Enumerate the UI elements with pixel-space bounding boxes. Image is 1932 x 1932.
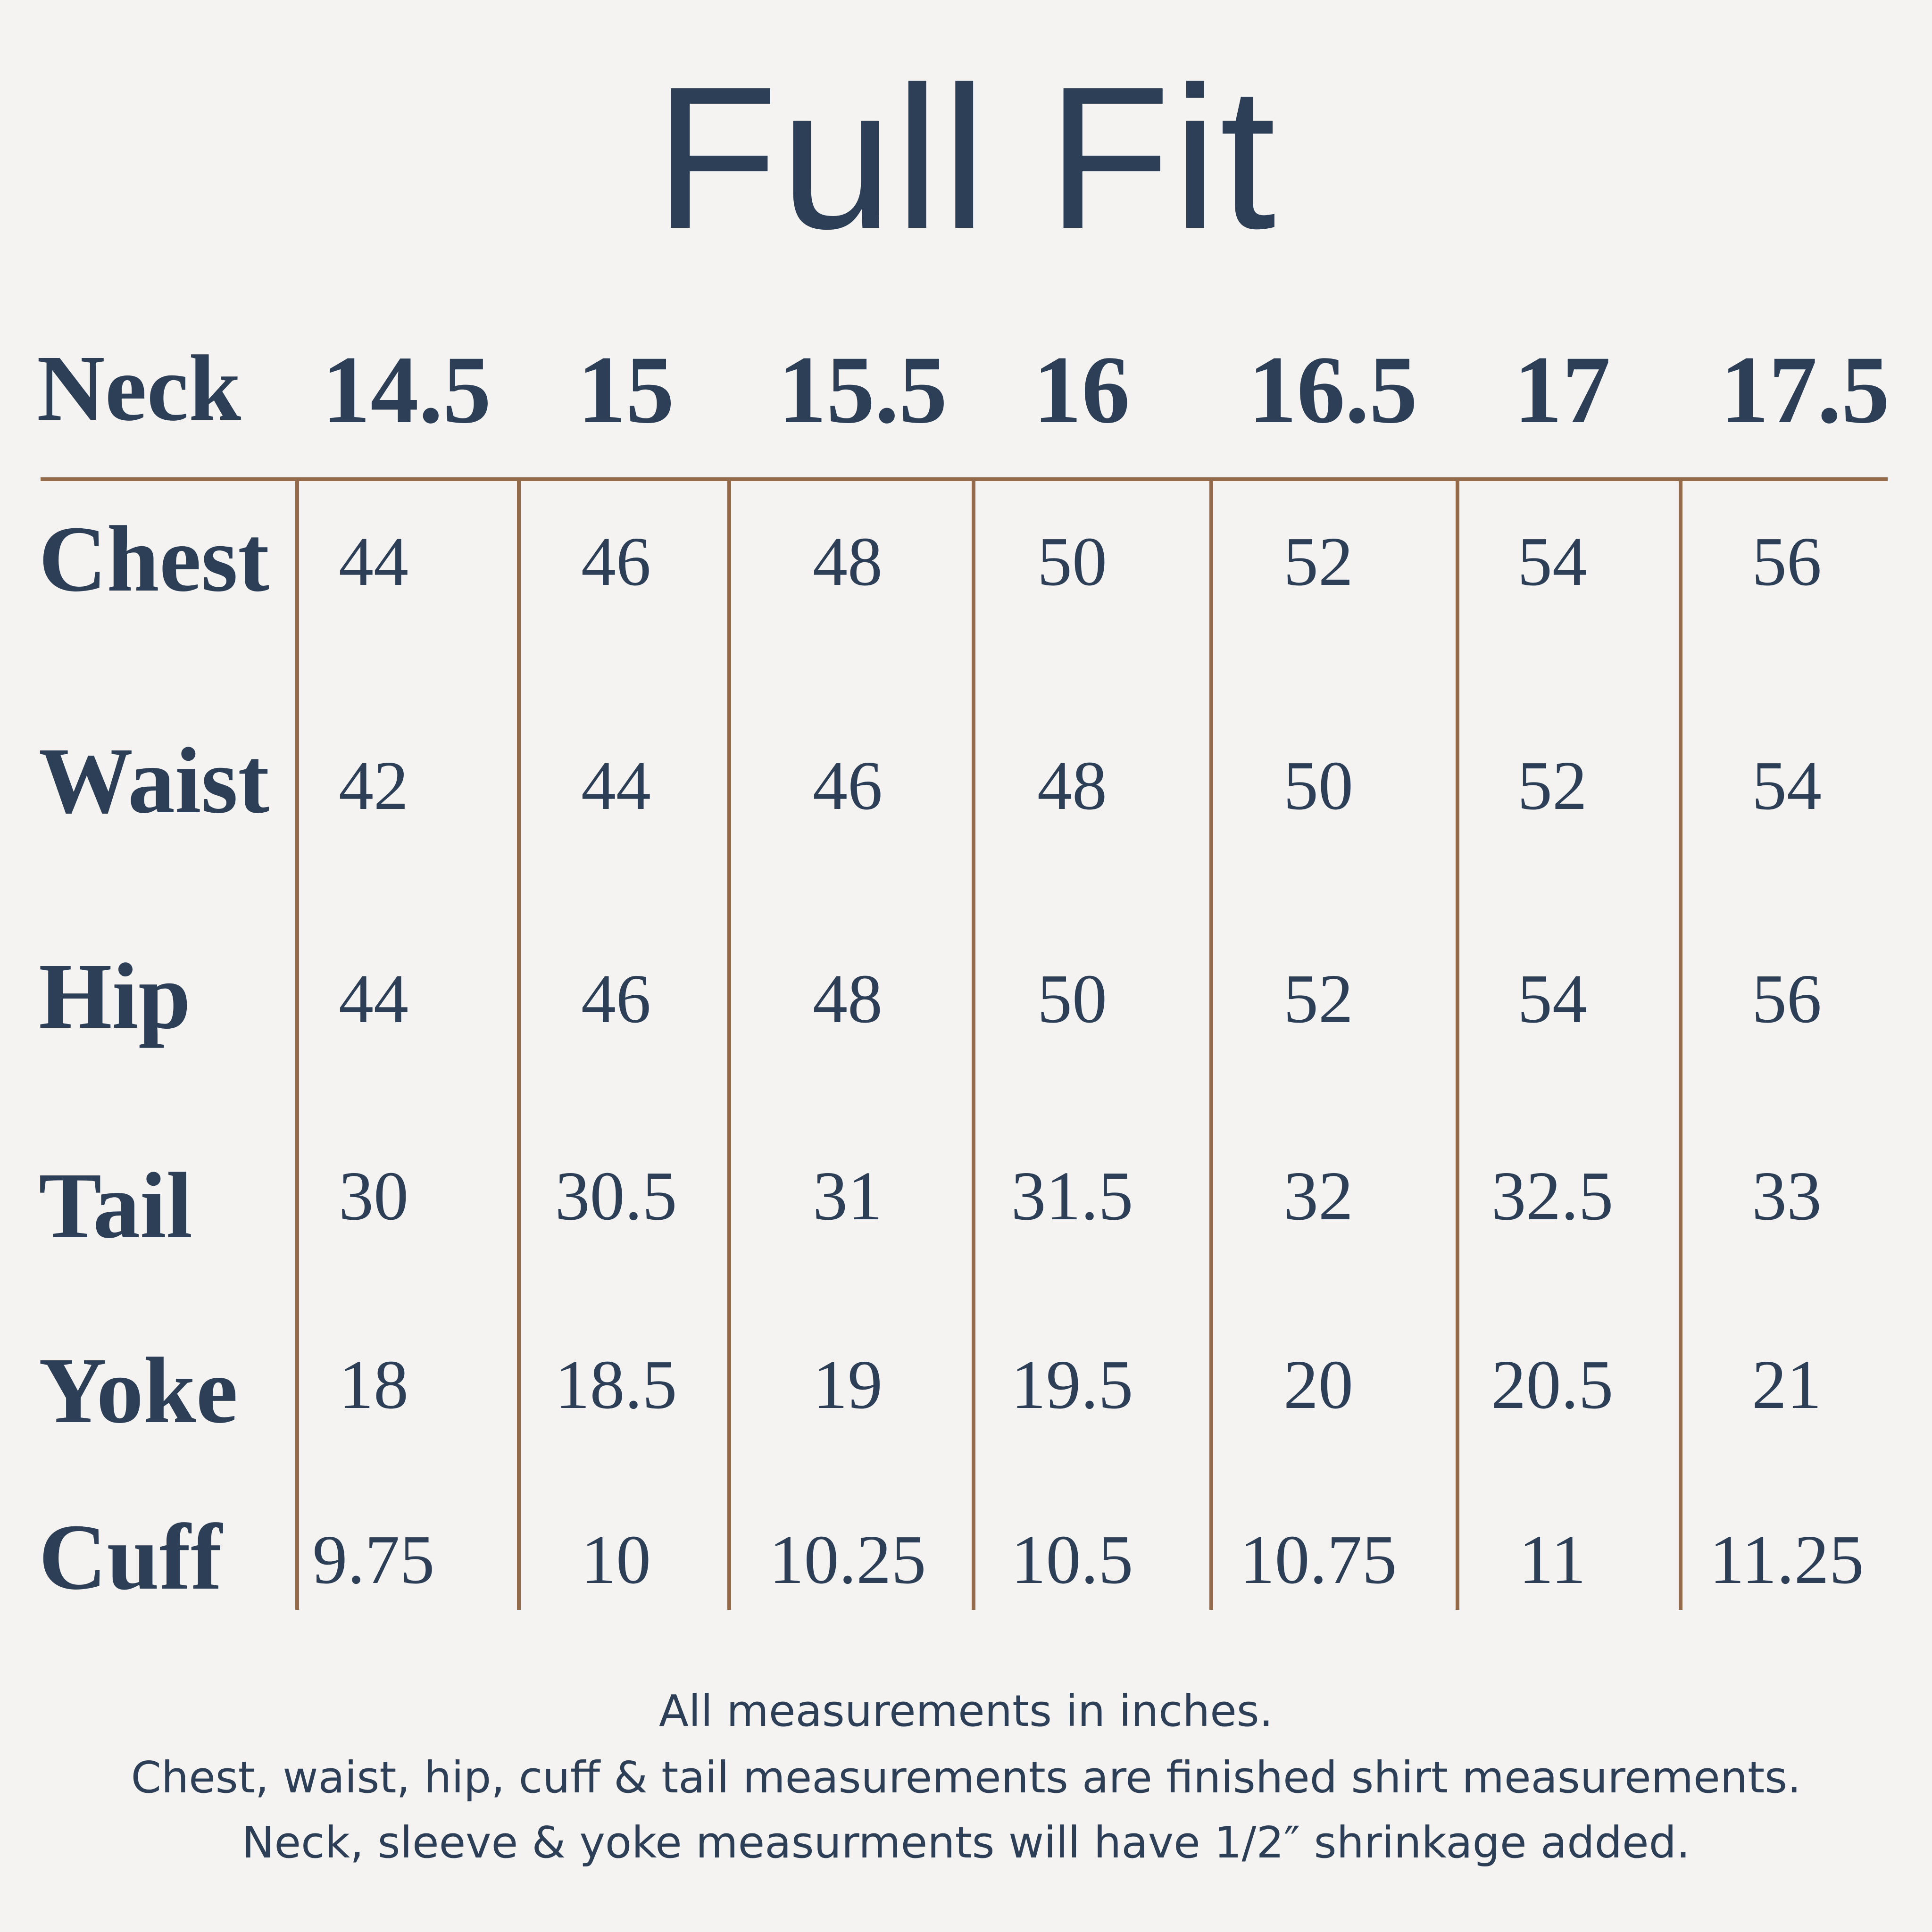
table-cell: 18 — [339, 1346, 408, 1424]
neck-size-header: 16 — [1033, 336, 1130, 443]
neck-size-header: 16.5 — [1248, 336, 1418, 443]
table-cell: 21 — [1752, 1346, 1822, 1424]
neck-size-header: 17 — [1514, 336, 1611, 443]
footnote-line: Neck, sleeve & yoke measurments will hav… — [242, 1817, 1690, 1868]
row-label-hip: Hip — [39, 944, 191, 1049]
neck-header-label: Neck — [37, 336, 242, 441]
row-label-yoke: Yoke — [39, 1339, 238, 1443]
table-cell: 9.75 — [312, 1521, 435, 1599]
table-cell: 54 — [1517, 523, 1587, 600]
table-cell: 10.5 — [1011, 1521, 1133, 1599]
footnote-line: Chest, waist, hip, cuff & tail measureme… — [131, 1752, 1801, 1803]
column-divider — [1679, 480, 1682, 1610]
footnote-line: All measurements in inches. — [659, 1686, 1273, 1737]
table-cell: 50 — [1283, 747, 1353, 824]
table-cell: 48 — [1037, 747, 1107, 824]
column-divider — [517, 480, 521, 1610]
table-cell: 11 — [1518, 1521, 1586, 1599]
table-cell: 46 — [581, 523, 651, 600]
table-cell: 46 — [581, 960, 651, 1038]
table-cell: 32.5 — [1491, 1157, 1614, 1235]
table-cell: 33 — [1752, 1157, 1822, 1235]
table-cell: 56 — [1752, 960, 1822, 1038]
table-cell: 48 — [813, 960, 883, 1038]
column-divider — [1456, 480, 1459, 1610]
table-cell: 19 — [813, 1346, 883, 1424]
neck-size-header: 15.5 — [778, 336, 948, 443]
table-cell: 20 — [1283, 1346, 1353, 1424]
table-cell: 48 — [813, 523, 883, 600]
table-cell: 54 — [1517, 960, 1587, 1038]
table-cell: 42 — [339, 747, 408, 824]
table-cell: 50 — [1037, 523, 1107, 600]
table-cell: 19.5 — [1011, 1346, 1133, 1424]
table-cell: 46 — [813, 747, 883, 824]
table-cell: 31.5 — [1011, 1157, 1133, 1235]
table-cell: 56 — [1752, 523, 1822, 600]
row-label-waist: Waist — [39, 729, 269, 833]
neck-size-header: 17.5 — [1720, 336, 1890, 443]
table-cell: 32 — [1283, 1157, 1353, 1235]
neck-size-header: 15 — [577, 336, 675, 443]
column-divider — [295, 480, 299, 1610]
table-cell: 44 — [339, 960, 408, 1038]
table-cell: 44 — [339, 523, 408, 600]
column-divider — [1209, 480, 1213, 1610]
table-cell: 54 — [1752, 747, 1822, 824]
row-label-cuff: Cuff — [39, 1505, 222, 1609]
table-cell: 10 — [581, 1521, 651, 1599]
table-cell: 18.5 — [555, 1346, 677, 1424]
table-cell: 20.5 — [1491, 1346, 1614, 1424]
table-cell: 50 — [1037, 960, 1107, 1038]
column-divider — [727, 480, 731, 1610]
table-cell: 52 — [1283, 960, 1353, 1038]
header-divider — [41, 477, 1888, 481]
table-cell: 10.25 — [769, 1521, 926, 1599]
table-cell: 44 — [581, 747, 651, 824]
table-cell: 30.5 — [555, 1157, 677, 1235]
row-label-chest: Chest — [39, 507, 269, 611]
neck-size-header: 14.5 — [322, 336, 491, 443]
row-label-tail: Tail — [39, 1154, 193, 1258]
table-cell: 10.75 — [1240, 1521, 1397, 1599]
table-cell: 52 — [1517, 747, 1587, 824]
table-cell: 11.25 — [1709, 1521, 1864, 1599]
table-cell: 52 — [1283, 523, 1353, 600]
table-cell: 31 — [813, 1157, 883, 1235]
page-title: Full Fit — [654, 45, 1278, 271]
column-divider — [972, 480, 975, 1610]
table-cell: 30 — [339, 1157, 408, 1235]
